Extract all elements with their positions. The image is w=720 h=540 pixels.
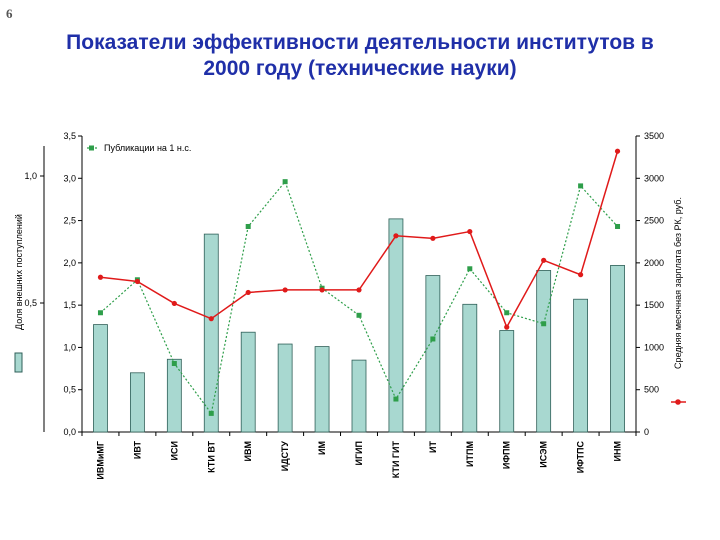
- category-label: ИТПМ: [465, 441, 475, 467]
- title-line-2: 2000 году (технические науки): [203, 57, 517, 80]
- outer-axis-label: Доля внешних поступлений: [14, 214, 24, 330]
- publications-point-6: [282, 179, 288, 185]
- salary-point-15: [614, 148, 621, 154]
- salary-point-11: [467, 228, 473, 235]
- publications-point-4: [208, 410, 214, 416]
- salary-point-4: [208, 316, 214, 322]
- publications-point-13: [541, 321, 547, 327]
- bar-legend-swatch: [14, 352, 23, 373]
- left-tick-label: 2,0: [63, 258, 76, 268]
- bar-1: [93, 324, 108, 433]
- category-label: ИНМ: [613, 441, 623, 461]
- publications-point-8: [356, 312, 362, 318]
- category-label: КТИ ВТ: [206, 441, 216, 473]
- right-tick-label: 1500: [644, 300, 664, 310]
- category-label: ИТ: [428, 441, 438, 453]
- salary-point-9: [393, 233, 399, 239]
- salary-point-3: [171, 300, 177, 307]
- left-tick-label: 1,0: [63, 342, 76, 352]
- left-tick-label: 3,5: [63, 131, 76, 141]
- page-title: Показатели эффективности деятельности ин…: [20, 30, 700, 82]
- bar-12: [499, 330, 515, 433]
- salary-point-5: [245, 289, 251, 296]
- bar-6: [277, 343, 293, 433]
- salary-point-1: [97, 274, 104, 280]
- publications-point-14: [578, 183, 584, 189]
- publications-point-3: [171, 360, 177, 366]
- category-label: ИГИП: [354, 441, 364, 466]
- left-tick-label: 1,5: [63, 300, 76, 310]
- right-axis-label: Средняя месячная зарплата без РК, руб.: [673, 197, 683, 369]
- category-label: ИМ: [317, 441, 327, 455]
- bar-10: [425, 275, 441, 433]
- category-label: ИВМиМГ: [95, 441, 105, 480]
- publications-point-10: [430, 336, 436, 342]
- right-tick-label: 500: [644, 385, 659, 395]
- publications-point-9: [393, 396, 399, 402]
- publications-point-1: [97, 310, 103, 316]
- title-line-1: Показатели эффективности деятельности ин…: [66, 31, 654, 54]
- right-tick-label: 1000: [644, 342, 664, 352]
- category-label: ИВТ: [132, 440, 142, 459]
- legend-marker: [89, 145, 94, 151]
- right-tick-label: 3500: [644, 131, 664, 141]
- category-label: ИСИ: [169, 441, 179, 460]
- salary-point-10: [430, 235, 436, 241]
- left-tick-label: 0,0: [63, 427, 76, 437]
- salary-point-12: [504, 324, 510, 330]
- bar-14: [573, 298, 588, 433]
- category-label: КТИ ГИТ: [391, 441, 401, 479]
- bar-11: [462, 303, 478, 433]
- salary-point-2: [134, 278, 140, 285]
- right-tick-label: 2500: [644, 216, 664, 226]
- left-tick-label: 3,0: [63, 173, 76, 183]
- bar-9: [388, 218, 404, 433]
- salary-point-7: [319, 287, 325, 293]
- category-label: ИСЭМ: [539, 441, 549, 468]
- right-tick-label: 3000: [644, 173, 664, 183]
- bar-13: [536, 270, 552, 433]
- outer-tick-label: 1,0: [24, 171, 37, 181]
- publications-point-5: [245, 223, 251, 229]
- right-tick-label: 2000: [644, 258, 664, 268]
- salary-point-13: [541, 257, 547, 263]
- publications-series-line: [100, 180, 618, 415]
- salary-point-8: [356, 287, 362, 293]
- bar-2: [129, 372, 145, 433]
- category-label: ИДСТУ: [280, 441, 290, 472]
- bar-15: [610, 264, 625, 433]
- line-legend-marker: [675, 399, 681, 405]
- bar-4: [203, 233, 219, 433]
- left-tick-label: 0,5: [63, 385, 76, 395]
- category-label: ИФПМ: [502, 441, 512, 469]
- slide-number: 6: [6, 6, 13, 21]
- publications-point-12: [504, 310, 510, 316]
- left-tick-label: 2,5: [63, 216, 76, 226]
- salary-point-6: [282, 287, 288, 293]
- category-label: ИФТПС: [576, 441, 586, 474]
- salary-point-14: [578, 272, 584, 278]
- outer-tick-label: 0,5: [24, 298, 37, 308]
- bar-5: [240, 331, 256, 433]
- right-tick-label: 0: [644, 427, 649, 437]
- bar-7: [314, 346, 330, 433]
- category-label: ИВМ: [243, 441, 253, 461]
- bar-3: [166, 358, 182, 433]
- legend-label: Публикации на 1 н.с.: [104, 143, 191, 153]
- bar-8: [351, 359, 367, 433]
- publications-point-15: [615, 223, 621, 229]
- publications-point-11: [467, 266, 473, 272]
